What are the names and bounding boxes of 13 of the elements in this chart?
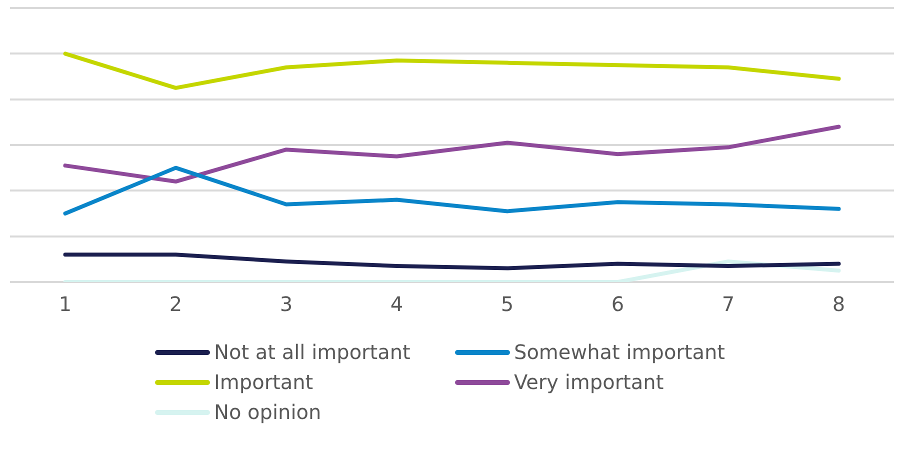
- x-tick-label: 3: [280, 292, 293, 316]
- x-tick-label: 1: [58, 292, 72, 316]
- x-tick-label: 4: [390, 292, 404, 316]
- legend-label: Important: [214, 370, 314, 394]
- legend-label: Somewhat important: [514, 340, 726, 364]
- legend-label: Very important: [514, 370, 664, 394]
- legend-label: Not at all important: [214, 340, 410, 364]
- x-tick-label: 2: [169, 292, 182, 316]
- x-tick-label: 8: [832, 292, 846, 316]
- x-tick-label: 5: [500, 292, 514, 316]
- legend-label: No opinion: [214, 400, 322, 424]
- x-tick-label: 6: [611, 292, 624, 316]
- x-tick-label: 7: [722, 292, 735, 316]
